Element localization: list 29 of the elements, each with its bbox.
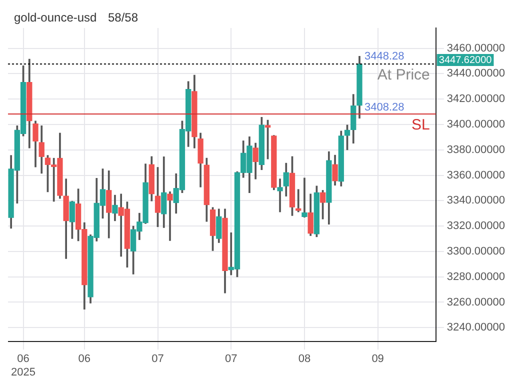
annotation: 3448.28 <box>364 50 404 63</box>
x-tick-label: 07 <box>224 353 238 366</box>
y-tick-label: 3340.00000 <box>446 194 506 207</box>
candlestick <box>167 191 173 241</box>
candlestick <box>296 189 302 212</box>
x-tick-label: 06 <box>78 353 91 366</box>
ref-line-label: SL <box>412 116 430 134</box>
y-tick-label: 3400.00000 <box>446 118 506 131</box>
x-tick-label: 07 <box>152 353 164 366</box>
y-tick-label: 3440.00000 <box>446 68 506 80</box>
ref-line-label: At Price <box>377 66 430 84</box>
y-tick-label: 3460.00000 <box>446 42 506 54</box>
x-tick-label: 06 2025 <box>11 353 36 378</box>
y-tick-label: 3380.00000 <box>446 144 506 156</box>
y-tick-label: 3280.00000 <box>446 270 506 283</box>
y-tick-label: 3320.00000 <box>446 220 506 232</box>
chart-subtitle: 58/58 <box>108 10 138 24</box>
y-tick-label: 3240.00000 <box>446 322 506 334</box>
x-tick-label: 09 <box>372 353 384 366</box>
candlestick <box>277 178 283 212</box>
y-tick-label: 3260.00000 <box>446 296 506 308</box>
y-tick-label: 3420.00000 <box>446 93 506 106</box>
chart-title: gold-ounce-usd <box>14 10 97 24</box>
x-tick-label: 08 <box>298 353 311 366</box>
annotation: 3408.28 <box>364 102 404 114</box>
y-tick-label: 3360.00000 <box>446 169 506 182</box>
y-tick-label: 3300.00000 <box>446 245 506 258</box>
candlestick <box>302 178 308 218</box>
text: 3447.62000 <box>438 54 492 66</box>
